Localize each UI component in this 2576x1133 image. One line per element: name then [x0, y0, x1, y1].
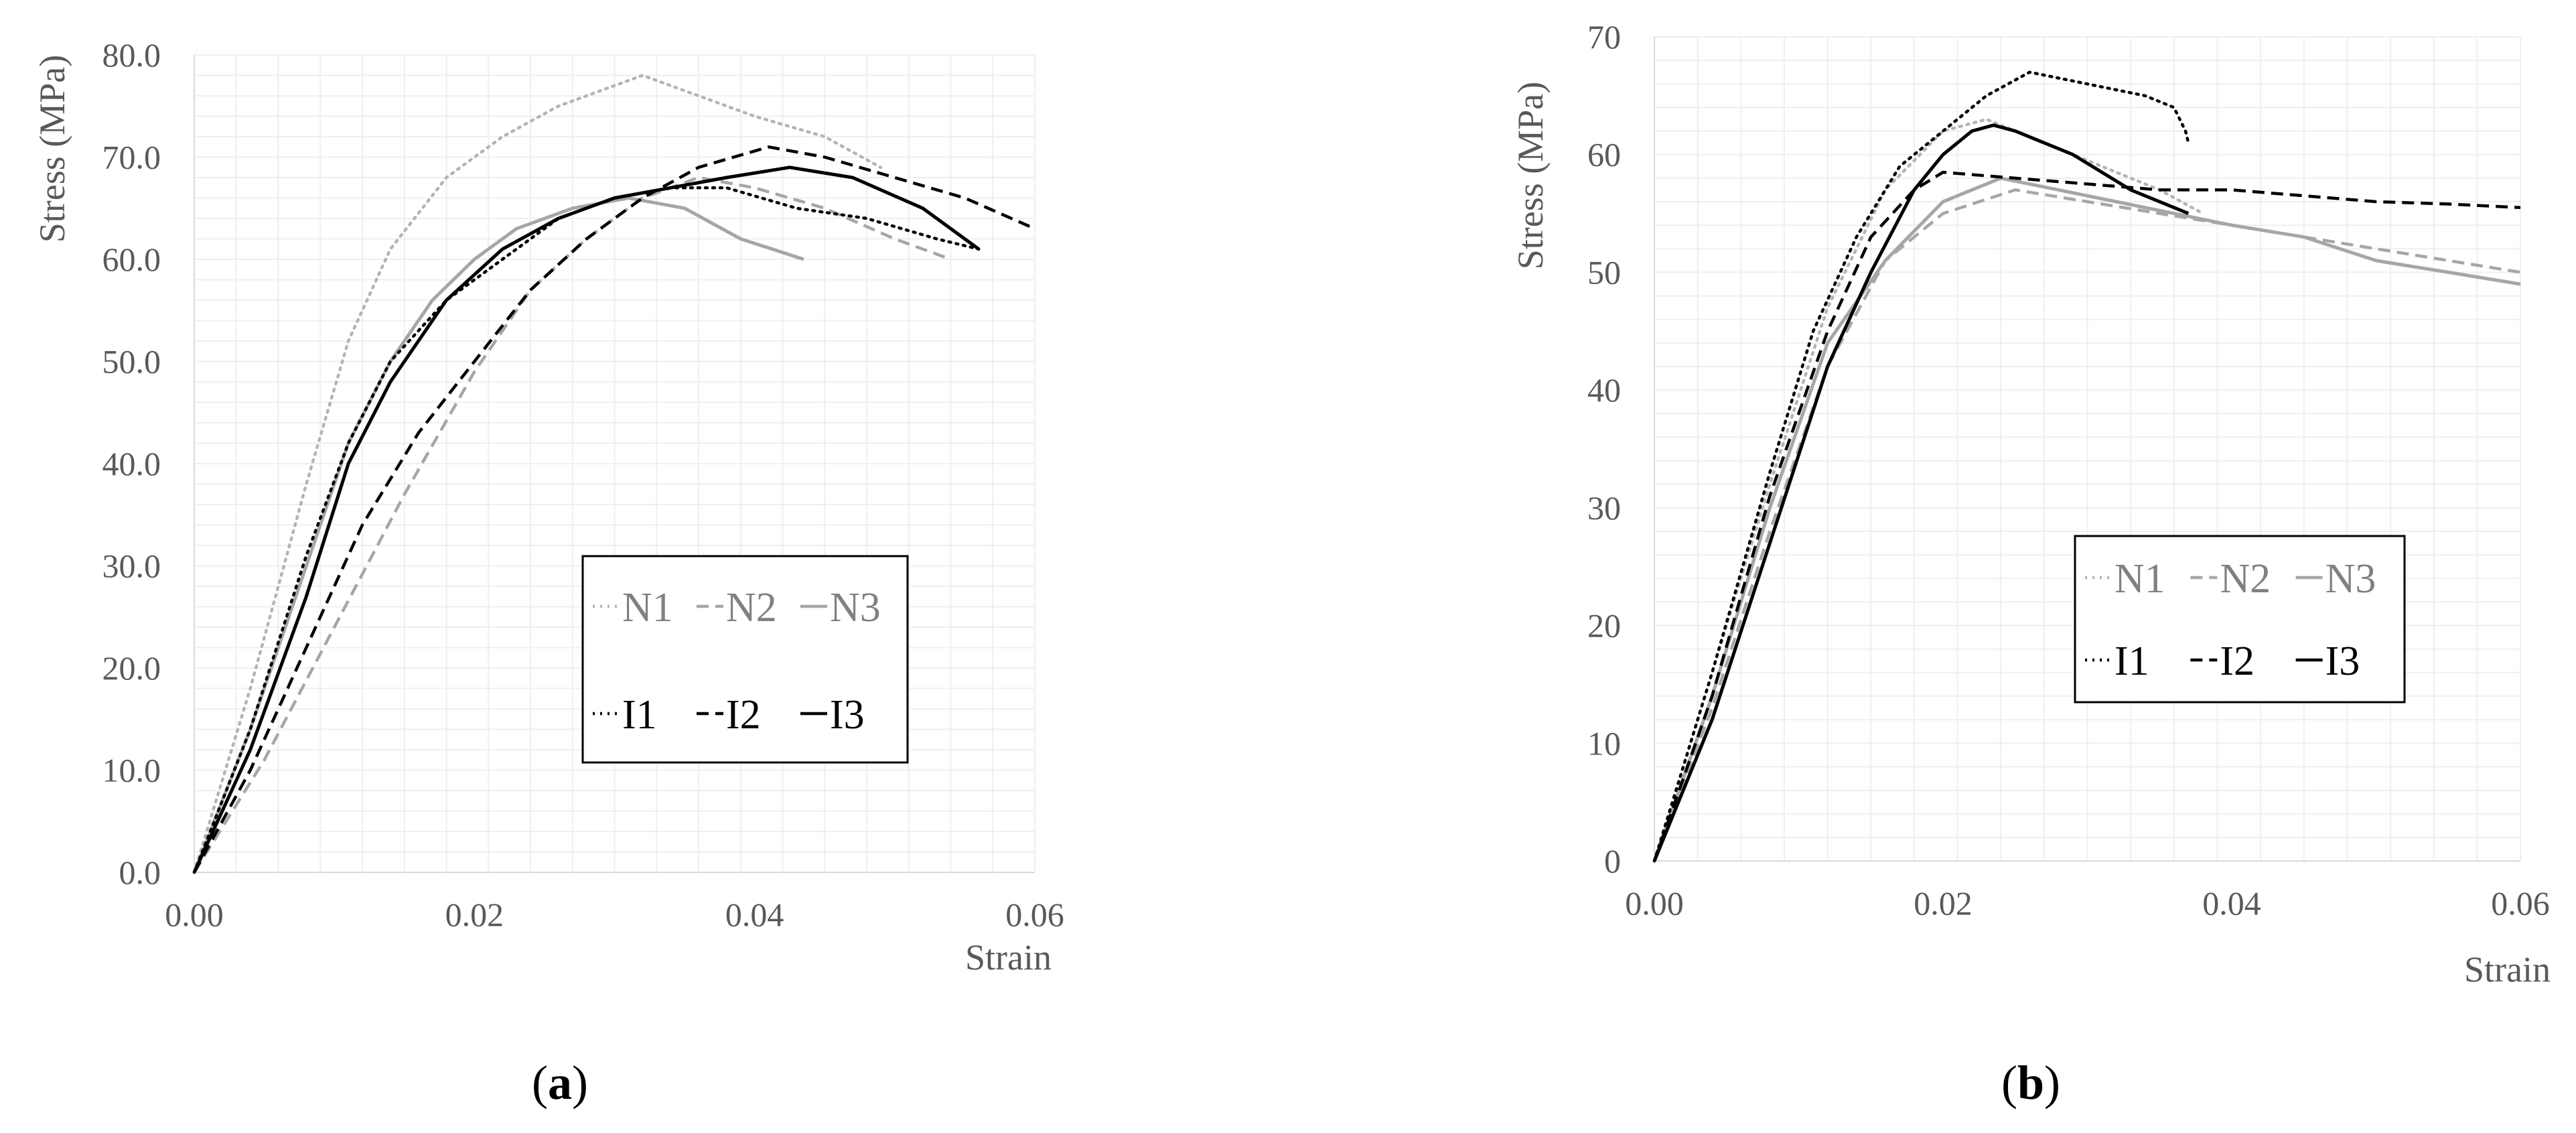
- legend-label-n1: N1: [2115, 556, 2165, 602]
- y-tick-label: 0.0: [119, 854, 161, 891]
- y-tick-label: 70: [1587, 18, 1621, 56]
- legend-label-i1: I1: [2115, 639, 2149, 684]
- axes-b: [1654, 37, 2520, 862]
- legend-label-i1: I1: [622, 692, 657, 738]
- series-lines-a: [192, 74, 1035, 874]
- series-line-n3: [192, 196, 804, 873]
- legend-box: [581, 555, 909, 764]
- legend-label-n2: N2: [2220, 556, 2271, 602]
- y-tick-labels-b: 0 10 20 30 40 50 60 70: [1587, 18, 1621, 880]
- y-tick-label: 50: [1587, 253, 1621, 291]
- x-tick-label: 0.02: [1914, 884, 1973, 922]
- y-tick-label: 20.0: [102, 649, 161, 687]
- series-lines-b: [1652, 70, 2521, 863]
- x-tick-label: 0.02: [445, 896, 504, 933]
- x-tick-label: 0.00: [1625, 884, 1684, 922]
- y-tick-label: 70.0: [102, 139, 161, 176]
- legend-b: N1 N2 N3 I1 I2 I3: [2074, 535, 2406, 704]
- y-tick-labels-a: 0.0 10.0 20.0 30.0 40.0 50.0 60.0 70.0 80.0: [102, 36, 161, 891]
- x-tick-label: 0.06: [2491, 884, 2550, 922]
- x-axis-label-a: Strain: [965, 937, 1052, 978]
- x-tick-labels-b: 0.00 0.02 0.04 0.06: [1625, 884, 2550, 922]
- series-line-i1: [1652, 70, 2190, 863]
- x-tick-labels-a: 0.00 0.02 0.04 0.06: [165, 896, 1064, 933]
- chart-panel-b: 0 10 20 30 40 50 60 70 0.00 0.02 0.04 0.06 Stress …: [1510, 18, 2551, 1110]
- series-line-n1: [1652, 117, 2205, 863]
- y-tick-label: 30: [1587, 489, 1621, 527]
- grid-b: [1654, 36, 2521, 862]
- series-line-i2: [193, 145, 1035, 874]
- legend-label-n3: N3: [830, 585, 881, 630]
- y-tick-label: 0: [1604, 842, 1621, 880]
- legend-label-n1: N1: [622, 585, 673, 630]
- y-tick-label: 80.0: [102, 36, 161, 74]
- series-line-n1: [192, 74, 883, 874]
- legend-label-n3: N3: [2325, 556, 2376, 602]
- legend-a: N1 N2 N3 I1 I2 I3: [581, 555, 909, 764]
- series-line-i2: [1652, 170, 2521, 862]
- y-tick-label: 20: [1587, 607, 1621, 645]
- series-line-n2: [193, 176, 952, 874]
- axes-a: [194, 55, 1035, 873]
- series-line-i3: [192, 165, 980, 874]
- y-tick-label: 10: [1587, 724, 1621, 762]
- x-tick-label: 0.06: [1005, 896, 1064, 933]
- legend-label-i3: I3: [2325, 639, 2360, 684]
- x-tick-label: 0.00: [165, 896, 224, 933]
- x-axis-label-b: Strain: [2464, 949, 2551, 990]
- y-tick-label: 50.0: [102, 343, 161, 381]
- x-tick-label: 0.04: [2202, 884, 2261, 922]
- legend-label-i2: I2: [726, 692, 761, 738]
- y-tick-label: 40.0: [102, 445, 161, 482]
- series-line-i3: [1652, 123, 2190, 862]
- y-axis-label-b: Stress (MPa): [1510, 82, 1551, 270]
- legend-label-i2: I2: [2220, 639, 2255, 684]
- legend-box: [2074, 535, 2406, 704]
- y-tick-label: 40: [1587, 371, 1621, 409]
- chart-panel-a: 0.0 10.0 20.0 30.0 40.0 50.0 60.0 70.0 80.0 0.00…: [32, 36, 1064, 1110]
- y-tick-label: 60.0: [102, 241, 161, 278]
- y-tick-label: 10.0: [102, 752, 161, 789]
- legend-label-n2: N2: [726, 585, 777, 630]
- y-tick-label: 60: [1587, 136, 1621, 174]
- caption-b: (b): [2001, 1056, 2060, 1110]
- legend-label-i3: I3: [830, 692, 865, 738]
- y-axis-label-a: Stress (MPa): [32, 55, 72, 243]
- y-tick-label: 30.0: [102, 547, 161, 585]
- caption-a: (a): [532, 1056, 588, 1110]
- x-tick-label: 0.04: [725, 896, 784, 933]
- series-line-n3: [1652, 176, 2521, 862]
- series-line-n2: [1652, 188, 2521, 862]
